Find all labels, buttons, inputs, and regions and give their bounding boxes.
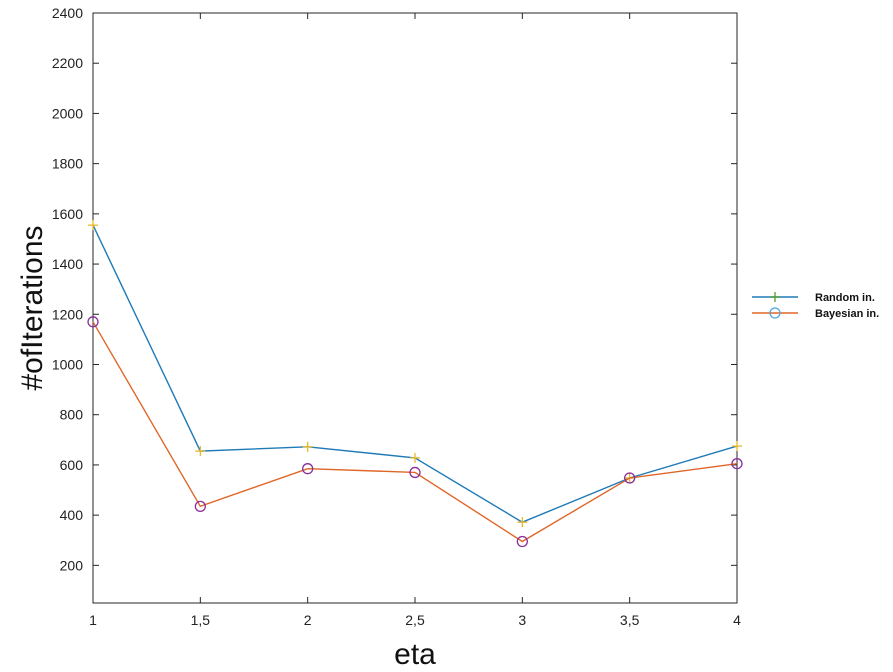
series-line [92, 321, 738, 543]
legend-item: Random in. [752, 292, 875, 304]
data-point-plus [88, 220, 98, 231]
y-tick-label: 2200 [52, 55, 83, 71]
y-tick-label: 800 [60, 407, 84, 423]
legend-item: Bayesian in. [752, 307, 879, 320]
y-axis: 200 400 600 800 1000 1200 1400 1600 1800 2000 2200… [52, 5, 737, 573]
x-tick-label: 1 [89, 612, 97, 628]
legend-marker-plus [770, 292, 780, 302]
y-axis-title: #ofIterations [16, 225, 49, 390]
y-tick-label: 2000 [52, 105, 83, 121]
data-point-circle [302, 463, 314, 475]
data-point-circle [409, 466, 421, 479]
data-point-plus [195, 446, 206, 457]
x-tick-label: 1,5 [191, 612, 211, 628]
data-point-circle [516, 535, 528, 548]
data-point-circle [624, 472, 636, 484]
y-tick-label: 1400 [52, 256, 83, 272]
y-tick-label: 400 [60, 507, 84, 523]
legend-label: Bayesian in. [815, 308, 879, 320]
x-axis-title: eta [394, 638, 436, 671]
data-point-plus [302, 441, 313, 452]
y-tick-label: 1600 [52, 206, 83, 222]
x-tick-label: 2 [304, 612, 312, 628]
data-point-plus [517, 517, 528, 528]
y-tick-label: 2400 [52, 5, 83, 21]
x-tick-label: 4 [733, 612, 741, 628]
x-tick-label: 3 [518, 612, 526, 628]
x-axis: 1 1,5 2 2,5 3 3,5 4 [89, 13, 741, 628]
y-tick-label: 1800 [52, 156, 83, 172]
plot-area [92, 12, 738, 604]
x-tick-label: 3,5 [620, 612, 640, 628]
y-tick-label: 1200 [52, 306, 83, 322]
data-point-plus [410, 452, 420, 463]
y-tick-label: 600 [60, 457, 84, 473]
series-group [87, 220, 743, 548]
series-bayesian [87, 316, 743, 548]
data-point-circle [87, 316, 99, 328]
data-point-circle [731, 458, 743, 470]
data-point-circle [194, 500, 206, 512]
legend: Random in. Bayesian in. [752, 292, 879, 320]
x-tick-label: 2,5 [405, 612, 425, 628]
data-point-plus [732, 441, 742, 452]
y-tick-label: 1000 [52, 356, 83, 372]
legend-marker-circle [769, 307, 781, 319]
y-tick-label: 200 [60, 557, 84, 573]
legend-label: Random in. [815, 292, 875, 304]
